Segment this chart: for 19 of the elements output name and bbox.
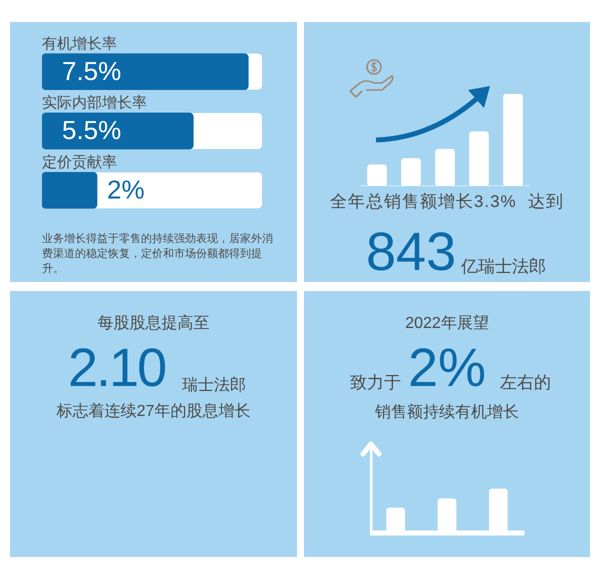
- text: 亿瑞士法郎: [461, 256, 546, 278]
- text: 左右的: [500, 372, 551, 394]
- category-label: 有机增长率: [42, 35, 117, 52]
- text: 全年总销售额增长3.3% 达到: [328, 191, 566, 213]
- text: 标志着连续27年的股息增长: [56, 402, 252, 422]
- text: 销售额持续有机增长: [374, 402, 520, 423]
- data-label: 2%: [107, 174, 145, 205]
- data-label: 7.5%: [62, 56, 122, 86]
- text: 2%: [408, 337, 486, 400]
- data-label: 5.5%: [62, 115, 122, 146]
- text: 每股股息提高至: [96, 314, 210, 334]
- text: 843: [366, 222, 456, 282]
- text: 2.10: [68, 337, 166, 400]
- category-label: 实际内部增长率: [42, 94, 147, 112]
- text: 致力于: [350, 372, 401, 394]
- text: 瑞士法郎: [182, 376, 246, 396]
- chart-title: 2022年展望: [404, 314, 490, 334]
- category-label: 定价贡献率: [42, 154, 117, 171]
- text: 业务增长得益于零售的持续强劲表现，居家外消费渠道的稳定恢复，定价和市场份额都得到提升。: [42, 232, 274, 277]
